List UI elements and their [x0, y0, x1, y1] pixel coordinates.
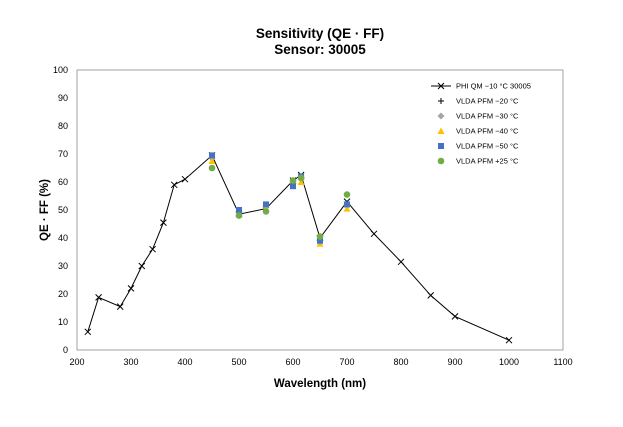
x-tick-label: 500	[231, 357, 246, 367]
data-point	[289, 177, 297, 184]
x-tick-label: 600	[285, 357, 300, 367]
y-tick-label: 60	[58, 177, 68, 187]
data-point	[505, 336, 513, 344]
x-axis-title: Wavelength (nm)	[274, 378, 366, 390]
x-tick-label: 200	[69, 357, 84, 367]
legend-marker	[437, 112, 445, 120]
plot-frame	[76, 69, 564, 351]
chart-subtitle: Sensor: 30005	[274, 42, 366, 57]
legend-label: VLDA PFM −30 °C	[456, 112, 519, 121]
data-point	[170, 181, 178, 189]
data-point	[451, 313, 459, 320]
legend: PHI QM −10 °C 30005 VLDA PFM −20 °C VLDA P…	[431, 82, 531, 166]
y-tick-label: 10	[58, 317, 68, 327]
data-point	[236, 207, 242, 213]
y-tick-label: 0	[63, 345, 68, 355]
data-point	[317, 237, 323, 244]
data-point	[208, 164, 216, 172]
series-5	[209, 152, 350, 244]
x-tick-label: 1000	[499, 357, 519, 367]
plot-area: 200 300 400 500 600 700 800 900 1000 1100 0 10 20 30 4…	[53, 65, 573, 367]
legend-marker	[437, 157, 445, 165]
series-1	[84, 152, 513, 344]
legend-marker	[438, 98, 444, 104]
y-tick-label: 80	[58, 121, 68, 131]
data-point	[263, 201, 269, 208]
x-tick-label: 900	[447, 357, 462, 367]
data-point	[343, 191, 351, 198]
legend-marker	[437, 82, 445, 90]
y-tick-label: 30	[58, 261, 68, 271]
series-6	[208, 164, 351, 240]
legend-marker	[437, 127, 445, 134]
data-point	[95, 294, 102, 301]
series-3	[208, 154, 351, 243]
data-point	[262, 208, 270, 215]
y-tick-label: 20	[58, 289, 68, 299]
data-point	[316, 233, 324, 240]
series-4	[208, 157, 351, 247]
data-point	[297, 174, 305, 182]
data-point	[84, 328, 92, 336]
x-tick-label: 800	[393, 357, 408, 367]
data-point	[235, 212, 243, 219]
data-point	[160, 219, 167, 226]
data-point	[209, 152, 215, 159]
data-point	[138, 262, 146, 270]
data-point	[344, 201, 350, 208]
y-tick-label: 100	[53, 65, 68, 75]
legend-label: PHI QM −10 °C 30005	[456, 82, 531, 91]
series-2	[209, 153, 350, 243]
y-tick-label: 50	[58, 205, 68, 215]
data-point	[370, 230, 378, 238]
data-point	[297, 178, 305, 185]
data-point	[181, 175, 189, 183]
y-tick-label: 40	[58, 233, 68, 243]
y-tick-label: 70	[58, 149, 68, 159]
data-point	[427, 292, 435, 299]
legend-marker	[438, 143, 444, 149]
legend-label: VLDA PFM −50 °C	[456, 142, 519, 151]
x-tick-label: 700	[339, 357, 354, 367]
chart-title: Sensitivity (QE · FF)	[256, 26, 384, 41]
legend-label: VLDA PFM −40 °C	[456, 127, 519, 136]
legend-label: VLDA PFM −20 °C	[456, 97, 519, 106]
series-layer	[84, 152, 513, 344]
data-point	[149, 245, 156, 253]
y-tick-label: 90	[58, 93, 68, 103]
data-point	[397, 258, 405, 266]
x-tick-label: 400	[177, 357, 192, 367]
data-point	[127, 285, 135, 292]
data-point	[208, 157, 216, 164]
legend-label: VLDA PFM +25 °C	[456, 157, 519, 166]
y-axis-title: QE · FF (%)	[39, 179, 51, 241]
data-point	[290, 183, 296, 190]
data-point	[116, 303, 124, 310]
x-tick-label: 1100	[553, 357, 572, 367]
data-point	[343, 205, 351, 212]
x-tick-label: 300	[123, 357, 138, 367]
